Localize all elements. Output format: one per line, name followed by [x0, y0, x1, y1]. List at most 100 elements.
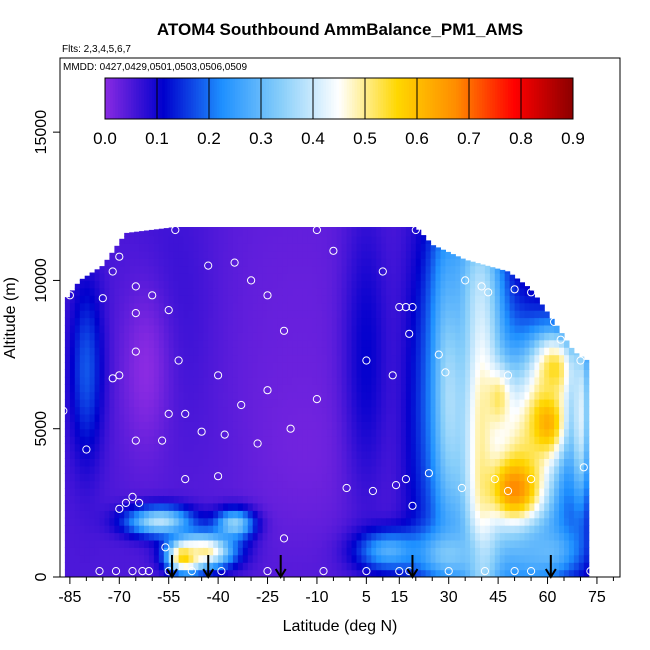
- heatmap-cell: [114, 554, 120, 563]
- heatmap-cell: [376, 273, 382, 281]
- heatmap-cell: [287, 339, 293, 348]
- heatmap-cell: [223, 243, 229, 252]
- heatmap-cell: [208, 525, 214, 534]
- heatmap-cell: [188, 510, 194, 519]
- heatmap-cell: [119, 421, 125, 430]
- heatmap-cell: [252, 339, 259, 348]
- heatmap-cell: [381, 458, 387, 467]
- heatmap-cell: [326, 228, 333, 237]
- heatmap-cell: [99, 406, 105, 415]
- heatmap-cell: [312, 391, 318, 400]
- heatmap-cell: [371, 265, 377, 274]
- heatmap-cell: [573, 353, 580, 356]
- heatmap-cell: [183, 295, 189, 304]
- heatmap-cell: [223, 495, 229, 504]
- heatmap-cell: [292, 227, 298, 230]
- heatmap-cell: [153, 243, 160, 252]
- heatmap-cell: [445, 280, 451, 289]
- heatmap-cell: [267, 488, 273, 496]
- heatmap-cell: [361, 502, 367, 511]
- heatmap-cell: [247, 235, 254, 244]
- heatmap-cell: [450, 480, 456, 489]
- heatmap-cell: [198, 510, 204, 519]
- heatmap-cell: [193, 227, 199, 230]
- heatmap-cell: [104, 517, 110, 526]
- heatmap-cell: [257, 243, 264, 252]
- heatmap-cell: [302, 510, 308, 519]
- heatmap-cell: [529, 317, 535, 326]
- heatmap-cell: [223, 562, 229, 571]
- heatmap-cell: [104, 465, 110, 474]
- heatmap-cell: [242, 488, 249, 496]
- heatmap-cell: [316, 362, 323, 370]
- heatmap-cell: [262, 391, 269, 400]
- heatmap-cell: [583, 532, 590, 541]
- heatmap-cell: [213, 554, 219, 563]
- sample-point: [111, 567, 121, 576]
- heatmap-cell: [272, 569, 278, 577]
- heatmap-cell: [193, 451, 199, 459]
- heatmap-cell: [148, 451, 155, 459]
- heatmap-cell: [475, 532, 481, 541]
- heatmap-cell: [504, 406, 511, 415]
- heatmap-cell: [228, 436, 234, 445]
- heatmap-cell: [415, 332, 422, 341]
- heatmap-cell: [519, 539, 525, 548]
- heatmap-cell: [568, 502, 575, 511]
- heatmap-cell: [499, 302, 506, 311]
- heatmap-cell: [504, 287, 511, 296]
- heatmap-cell: [326, 421, 333, 430]
- heatmap-cell: [158, 317, 165, 326]
- heatmap-cell: [119, 399, 125, 408]
- heatmap-cell: [247, 451, 254, 459]
- heatmap-cell: [583, 525, 590, 534]
- heatmap-cell: [79, 324, 86, 333]
- heatmap-cell: [381, 258, 387, 267]
- heatmap-cell: [94, 436, 101, 445]
- heatmap-cell: [519, 428, 525, 437]
- heatmap-cell: [272, 280, 278, 289]
- heatmap-cell: [361, 406, 367, 415]
- heatmap-cell: [445, 428, 451, 437]
- heatmap-cell: [509, 480, 516, 489]
- heatmap-cell: [99, 510, 105, 519]
- heatmap-cell: [79, 369, 86, 378]
- heatmap-cell: [376, 495, 382, 504]
- heatmap-cell: [262, 480, 269, 489]
- heatmap-cell: [84, 562, 91, 571]
- heatmap-cell: [381, 443, 387, 452]
- heatmap-cell: [104, 436, 110, 445]
- sample-point: [510, 567, 519, 576]
- heatmap-cell: [307, 243, 313, 252]
- heatmap-cell: [158, 443, 165, 452]
- heatmap-cell: [430, 317, 437, 326]
- heatmap-cell: [158, 562, 165, 571]
- heatmap-cell: [475, 539, 481, 548]
- heatmap-cell: [326, 502, 333, 511]
- heatmap-cell: [84, 443, 91, 452]
- heatmap-cell: [168, 362, 175, 370]
- heatmap-cell: [361, 443, 367, 452]
- heatmap-cell: [237, 421, 244, 430]
- heatmap-cell: [158, 265, 165, 274]
- heatmap-cell: [99, 347, 105, 356]
- heatmap-cell: [232, 421, 239, 430]
- heatmap-cell: [519, 302, 525, 311]
- heatmap-cell: [450, 473, 456, 482]
- sample-point: [286, 424, 295, 433]
- heatmap-cell: [213, 273, 219, 281]
- heatmap-cell: [144, 273, 150, 281]
- heatmap-cell: [282, 421, 288, 430]
- heatmap-cell: [198, 547, 204, 556]
- heatmap-cell: [203, 310, 209, 319]
- heatmap-cell: [257, 317, 264, 326]
- heatmap-cell: [351, 339, 357, 348]
- heatmap-cell: [247, 250, 254, 259]
- heatmap-cell: [445, 488, 451, 496]
- heatmap-cell: [396, 243, 402, 252]
- colorbar-segment: [240, 78, 244, 119]
- heatmap-cell: [336, 324, 343, 333]
- heatmap-cell: [410, 384, 417, 393]
- heatmap-cell: [148, 258, 155, 267]
- heatmap-cell: [203, 465, 209, 474]
